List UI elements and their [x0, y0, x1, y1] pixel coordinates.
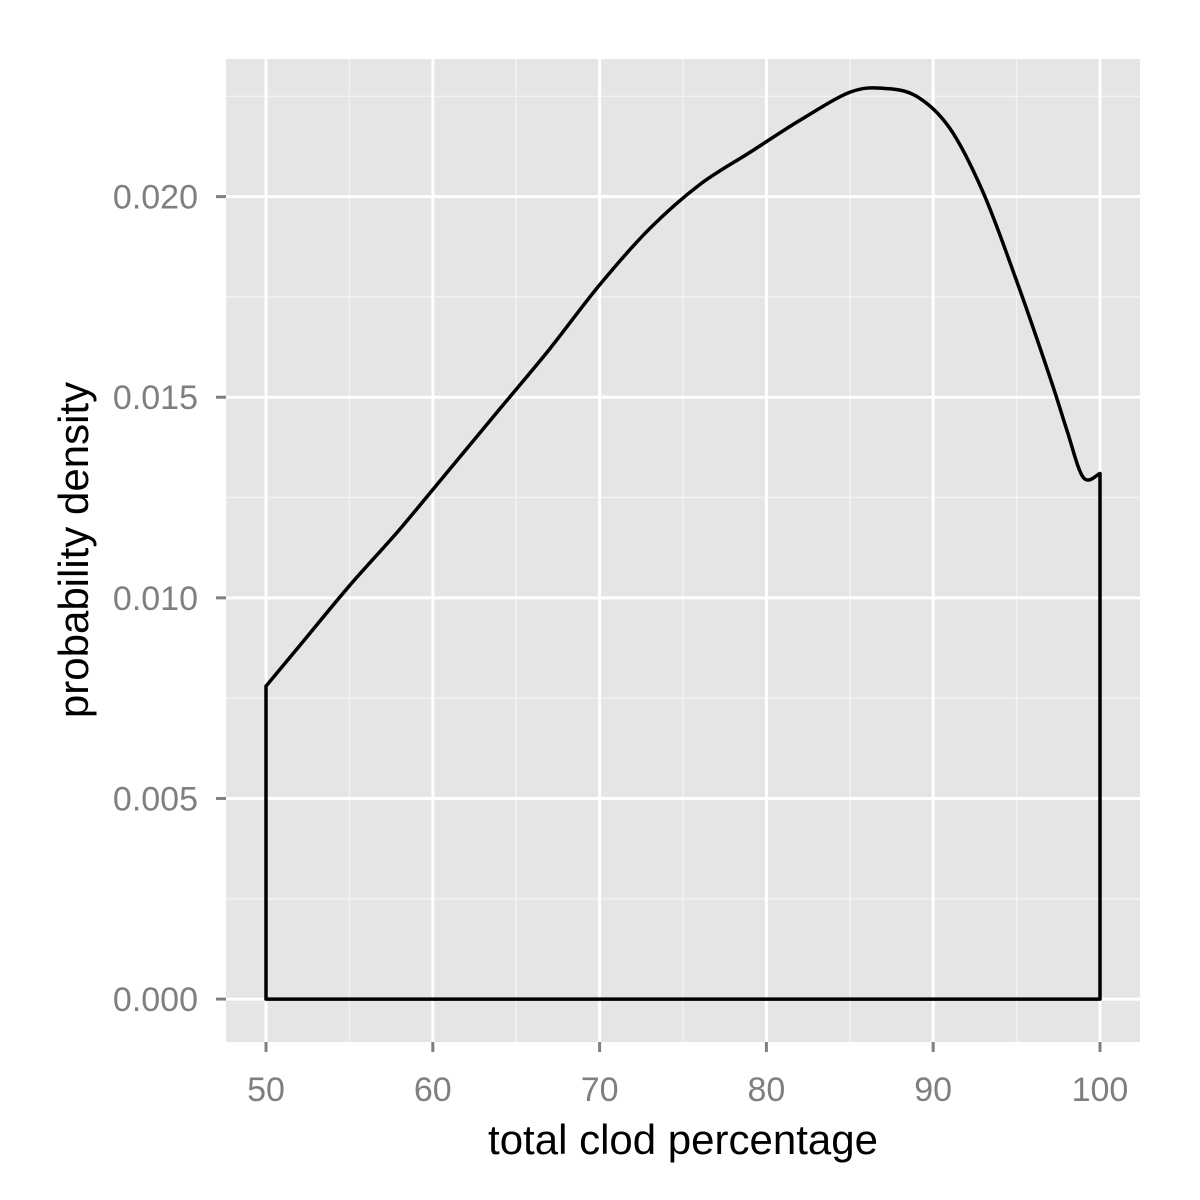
y-axis: 0.000 0.005 0.010 0.015 0.020: [113, 179, 226, 1019]
x-tick-label: 50: [247, 1071, 285, 1109]
y-tick-label: 0.000: [113, 981, 198, 1019]
x-tick-label: 80: [747, 1071, 785, 1109]
x-axis-title: total clod percentage: [488, 1116, 878, 1163]
minor-gridlines: [226, 59, 1140, 1042]
y-tick-label: 0.005: [113, 780, 198, 818]
density-curve: [264, 86, 1102, 1001]
x-tick-label: 60: [414, 1071, 452, 1109]
x-tick-label: 100: [1072, 1071, 1129, 1109]
density-series: [264, 86, 1102, 1001]
y-tick-label: 0.020: [113, 179, 198, 217]
y-tick-label: 0.010: [113, 580, 198, 618]
x-tick-label: 70: [581, 1071, 619, 1109]
x-axis: 50 60 70 80 90 100: [247, 1042, 1128, 1109]
y-tick-label: 0.015: [113, 379, 198, 417]
y-axis-title: probability density: [50, 382, 97, 718]
x-tick-label: 90: [914, 1071, 952, 1109]
